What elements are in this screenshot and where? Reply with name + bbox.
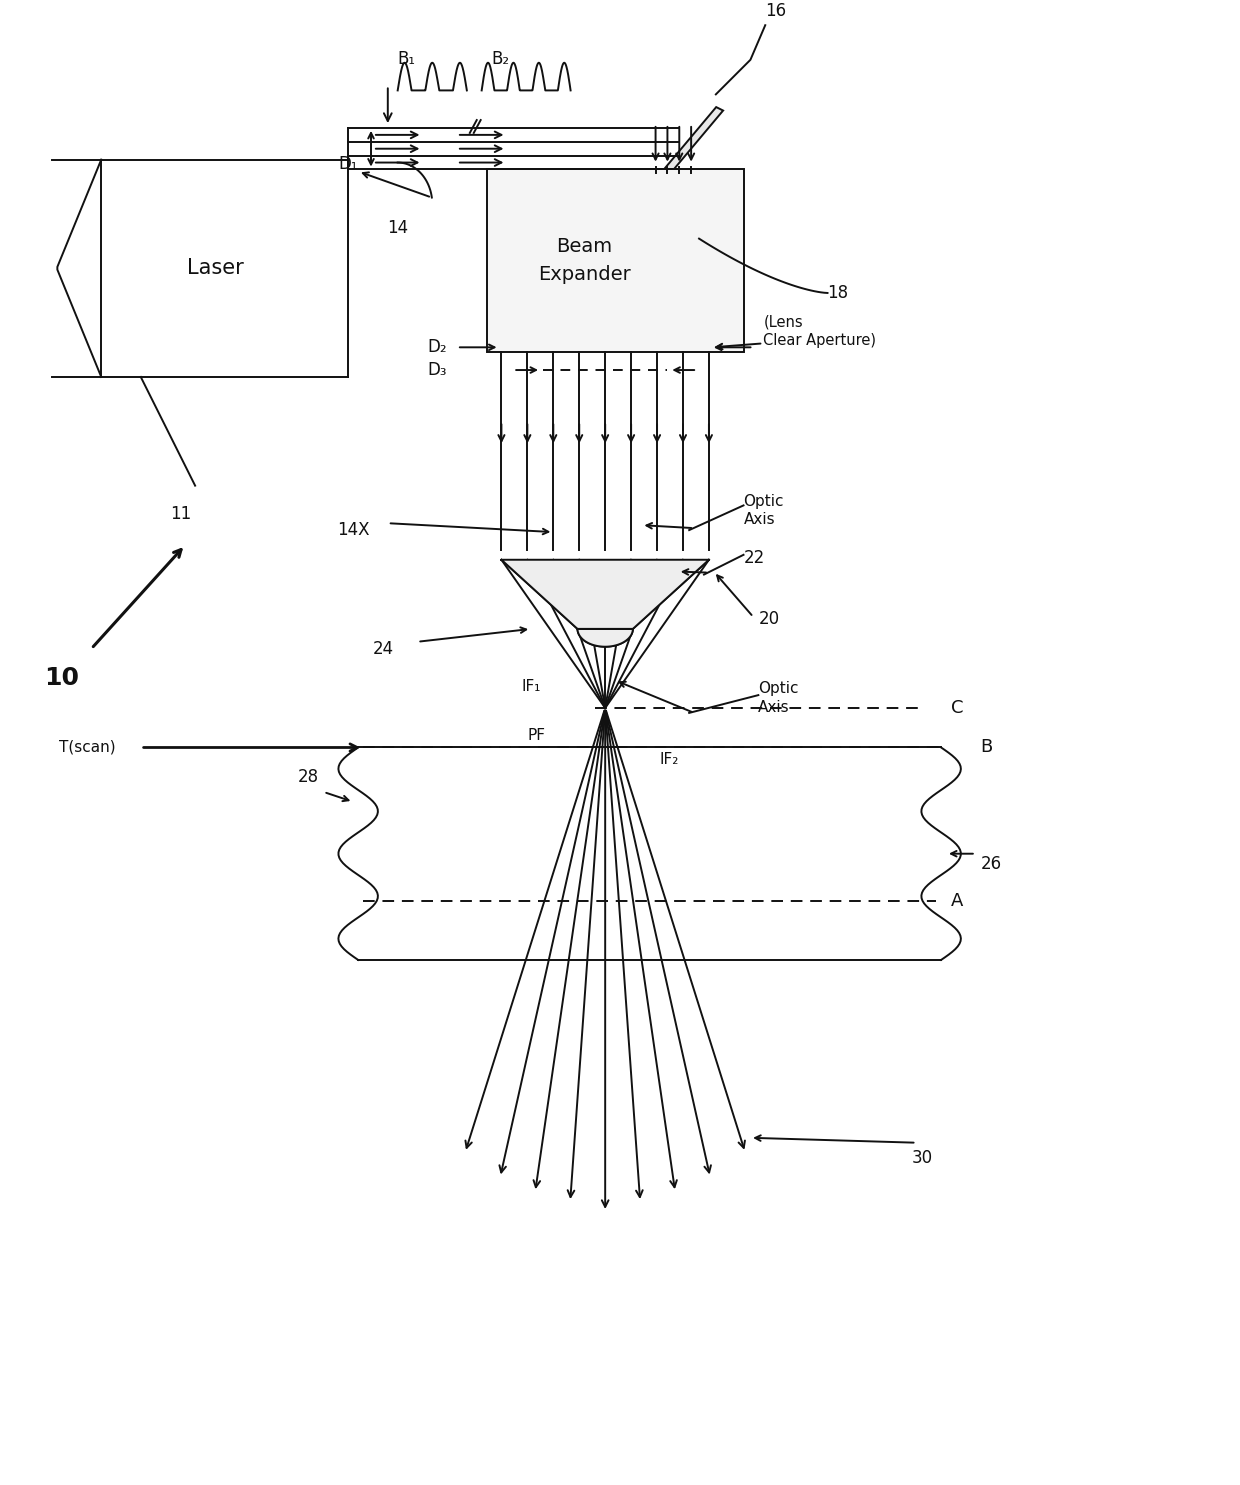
Text: 20: 20 [759, 610, 780, 628]
Text: 26: 26 [981, 854, 1002, 873]
Text: 18: 18 [827, 284, 848, 301]
Text: IF₂: IF₂ [660, 751, 678, 766]
Polygon shape [646, 107, 723, 195]
Text: B₂: B₂ [491, 50, 510, 68]
Text: Optic
Axis: Optic Axis [744, 493, 784, 527]
Text: Laser: Laser [186, 258, 243, 278]
Text: B₁: B₁ [398, 50, 415, 68]
Text: Beam
Expander: Beam Expander [538, 238, 631, 284]
Text: IF₁: IF₁ [522, 679, 541, 693]
Bar [486, 169, 744, 352]
Text: B: B [981, 738, 993, 756]
Polygon shape [501, 560, 709, 646]
Text: D₃: D₃ [428, 361, 448, 379]
Text: 10: 10 [45, 667, 79, 691]
Text: (Lens
Clear Aperture): (Lens Clear Aperture) [764, 315, 877, 349]
Text: PF: PF [528, 728, 546, 742]
Text: 14X: 14X [337, 521, 370, 539]
Text: 14: 14 [387, 218, 408, 238]
Text: C: C [951, 699, 963, 717]
Text: T(scan): T(scan) [60, 740, 117, 754]
Text: Optic
Axis: Optic Axis [759, 682, 799, 714]
Text: D₂: D₂ [428, 339, 448, 356]
Text: 11: 11 [170, 505, 191, 523]
Text: 30: 30 [911, 1148, 932, 1167]
Text: D₁: D₁ [339, 154, 358, 172]
Text: 22: 22 [744, 549, 765, 567]
Text: 28: 28 [298, 768, 320, 786]
Text: 16: 16 [765, 3, 786, 21]
Text: A: A [951, 891, 963, 910]
Text: 24: 24 [372, 640, 393, 658]
